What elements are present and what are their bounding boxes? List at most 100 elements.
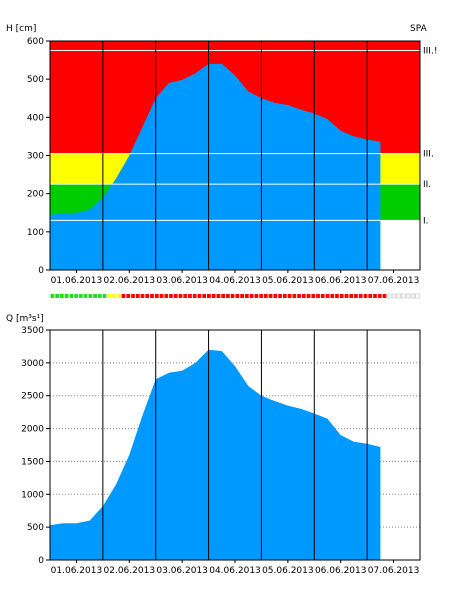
status-segment-red (159, 294, 164, 298)
status-segment-red (135, 294, 140, 298)
y-tick-label: 400 (27, 113, 44, 123)
y-tick-label: 100 (27, 228, 44, 238)
status-segment-white (391, 293, 397, 299)
status-segment-red (306, 294, 311, 298)
status-segment-red (263, 294, 268, 298)
y-tick-label: 600 (27, 37, 44, 47)
day-gridlines (102, 41, 368, 270)
x-axis-ticks: 01.06.2013 02.06.2013 03.06.2013 04.06.2013… (51, 560, 419, 576)
y-tick-label: 500 (27, 75, 44, 85)
status-segment-red (244, 294, 249, 298)
x-tick-label: 02.06.2013 (104, 566, 156, 576)
status-segment-red (268, 294, 273, 298)
y-axis-label: Q [m³s¹] (6, 314, 44, 324)
status-segment-red (150, 294, 154, 298)
status-segment-red (183, 294, 188, 298)
y-tick-label: 2500 (21, 392, 44, 402)
y-tick-label: 0 (38, 556, 44, 566)
status-segment-red (339, 294, 344, 298)
status-segment-white (406, 293, 411, 299)
threshold-labels: I. II. III. III.! (423, 47, 437, 227)
status-segment-red (363, 294, 368, 298)
status-segment-green (88, 294, 93, 298)
x-tick-label: 04.06.2013 (209, 566, 261, 576)
x-tick-label: 07.06.2013 (368, 276, 420, 286)
water-level-chart: 0 100 200 300 400 500 600 01.06.2013 02.06.2013… (6, 24, 437, 286)
x-tick-label: 01.06.2013 (51, 276, 103, 286)
status-segment-green (55, 294, 59, 298)
status-segment-red (373, 294, 377, 298)
status-segment-red (197, 294, 202, 298)
status-segment-yellow (107, 294, 112, 298)
status-segment-green (74, 294, 78, 298)
status-segment-red (211, 294, 216, 298)
status-segment-red (358, 294, 363, 298)
x-tick-label: 03.06.2013 (156, 566, 208, 576)
status-segment-red (188, 294, 192, 298)
status-segment-red (282, 294, 287, 298)
status-segment-green (64, 294, 69, 298)
status-segment-green (102, 294, 107, 298)
status-segment-red (320, 294, 325, 298)
y-tick-label: 2000 (21, 425, 44, 435)
status-segment-red (221, 294, 226, 298)
status-segment-red (368, 294, 373, 298)
status-segment-red (377, 294, 382, 298)
status-segment-white (396, 293, 401, 299)
y-tick-label: 1500 (21, 457, 44, 467)
status-segment-green (78, 294, 83, 298)
status-segment-red (178, 294, 183, 298)
status-segment-red (230, 294, 235, 298)
status-segment-red (145, 294, 150, 298)
status-segment-red (154, 294, 159, 298)
status-segment-red (297, 294, 301, 298)
discharge-area (50, 349, 381, 560)
status-segment-white (415, 293, 420, 299)
status-segment-red (131, 294, 135, 298)
status-segment-red (140, 294, 145, 298)
threshold-label: III.! (423, 47, 437, 57)
status-segment-red (202, 294, 207, 298)
status-segment-green (83, 294, 88, 298)
x-tick-label: 03.06.2013 (156, 276, 208, 286)
status-segment-red (192, 294, 197, 298)
status-segment-red (325, 294, 330, 298)
status-segment-red (349, 294, 354, 298)
threshold-label: III. (423, 150, 434, 160)
status-segment-red (249, 294, 254, 298)
x-tick-label: 01.06.2013 (51, 566, 103, 576)
status-segment-red (382, 294, 387, 298)
x-axis-ticks: 01.06.2013 02.06.2013 03.06.2013 04.06.2013… (51, 270, 420, 286)
status-segment-red (240, 294, 244, 298)
status-segment-red (164, 294, 169, 298)
status-segment-red (354, 294, 358, 298)
threshold-lines (50, 50, 420, 221)
y-axis-ticks: 0 500 1000 1500 2000 2500 3000 3500 (21, 326, 50, 566)
status-segment-red (292, 294, 297, 298)
flood-status-bar (50, 293, 420, 299)
x-tick-label: 05.06.2013 (262, 276, 314, 286)
y-tick-label: 3500 (21, 326, 44, 336)
y-tick-label: 0 (38, 266, 44, 276)
status-segment-red (311, 294, 316, 298)
station-code: SPA (410, 24, 428, 34)
status-segment-red (235, 294, 240, 298)
x-tick-label: 06.06.2013 (315, 276, 367, 286)
status-segment-red (330, 294, 335, 298)
threshold-label: I. (423, 216, 429, 226)
status-segment-red (273, 294, 278, 298)
status-segment-red (173, 294, 178, 298)
plot-frame (49, 40, 421, 271)
x-tick-label: 02.06.2013 (104, 276, 156, 286)
threshold-label: II. (423, 180, 431, 190)
y-axis-ticks: 0 100 200 300 400 500 600 (27, 37, 50, 276)
status-segment-red (254, 294, 259, 298)
status-segment-red (316, 294, 320, 298)
status-segment-white (387, 293, 392, 299)
status-segment-white (410, 293, 416, 299)
status-segment-yellow (116, 294, 121, 298)
x-tick-label: 05.06.2013 (262, 566, 314, 576)
y-tick-label: 1000 (21, 490, 44, 500)
